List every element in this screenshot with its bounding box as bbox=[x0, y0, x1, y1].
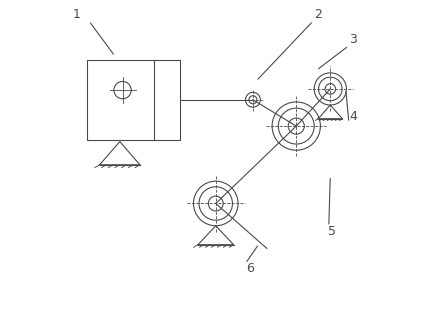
Text: 2: 2 bbox=[314, 8, 322, 21]
Text: 5: 5 bbox=[329, 225, 337, 238]
Bar bbox=[87, 59, 180, 140]
Text: 1: 1 bbox=[72, 8, 80, 21]
Text: 6: 6 bbox=[246, 262, 254, 275]
Text: 4: 4 bbox=[349, 110, 357, 123]
Text: 3: 3 bbox=[349, 33, 357, 46]
